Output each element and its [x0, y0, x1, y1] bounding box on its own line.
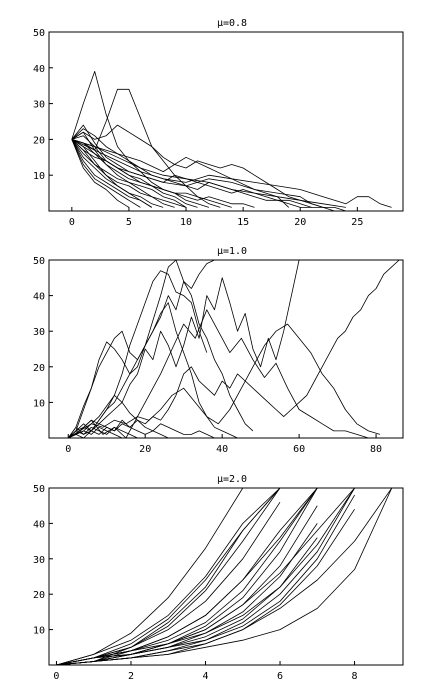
series-line-17: [56, 487, 318, 666]
y-tick-label: 40: [33, 64, 45, 75]
x-tick-label: 15: [237, 217, 249, 228]
x-tick-label: 25: [351, 217, 363, 228]
y-tick-label: 10: [33, 171, 45, 182]
series-line-14: [56, 523, 318, 666]
y-tick-label: 50: [33, 484, 45, 495]
series-line-12: [67, 323, 381, 439]
series-line-12: [56, 487, 281, 666]
y-tick-label: 40: [33, 292, 45, 303]
y-axis: 10 20 30 40 50: [33, 28, 53, 182]
series-line-16: [71, 128, 312, 208]
series-line-18: [71, 139, 346, 208]
plot-frame: [48, 31, 404, 212]
x-tick-label: 0: [69, 217, 75, 228]
series-line-4: [56, 487, 393, 666]
y-tick-label: 20: [33, 135, 45, 146]
x-tick-label: 10: [180, 217, 192, 228]
panel-mu-2-0: μ=2.0 0 2 4 6 8 10 20 30 40 50: [33, 474, 404, 682]
x-tick-label: 0: [65, 444, 71, 455]
series-line-2: [71, 88, 221, 208]
y-axis: 10 20 30 40 50: [33, 484, 53, 637]
plot-frame: [48, 259, 404, 439]
series-line-10: [71, 139, 175, 208]
y-tick-label: 30: [33, 100, 45, 111]
traces: [67, 259, 400, 439]
series-line-10: [67, 426, 146, 439]
y-tick-label: 10: [33, 398, 45, 409]
series-line-4: [68, 270, 208, 439]
y-tick-label: 30: [33, 555, 45, 566]
series-line-11: [68, 426, 130, 439]
series-line-19: [56, 494, 355, 666]
series-line-18: [56, 487, 281, 666]
traces: [56, 487, 393, 666]
series-line-4: [71, 139, 392, 208]
x-axis: 0 2 4 6 8: [53, 661, 358, 682]
y-tick-label: 50: [33, 256, 45, 267]
y-tick-label: 30: [33, 327, 45, 338]
series-line-6: [68, 280, 254, 439]
series-line-1: [56, 487, 281, 666]
panel-mu-0-8: μ=0.8 0 5 10 15 20 25 10 20 30 40 50: [33, 18, 404, 228]
y-tick-label: 50: [33, 28, 45, 39]
y-axis: 10 20 30 40 50: [33, 256, 53, 409]
series-line-3: [56, 487, 393, 666]
series-line-20: [56, 537, 318, 666]
x-tick-label: 0: [53, 671, 59, 682]
series-line-17: [71, 124, 335, 212]
panel-title: μ=0.8: [217, 18, 247, 29]
series-line-2: [67, 309, 369, 439]
x-axis: 0 5 10 15 20 25: [69, 207, 363, 228]
series-line-15: [71, 139, 255, 208]
series-line-10: [56, 487, 281, 666]
x-tick-label: 5: [126, 217, 132, 228]
series-line-8: [71, 139, 153, 208]
series-line-7: [71, 139, 187, 208]
panel-title: μ=1.0: [217, 246, 247, 257]
panel-title: μ=2.0: [217, 474, 247, 485]
series-line-11: [71, 139, 141, 208]
series-line-13: [56, 505, 318, 666]
series-line-13: [71, 139, 153, 208]
y-tick-label: 20: [33, 363, 45, 374]
x-tick-label: 6: [277, 671, 283, 682]
series-line-9: [67, 419, 176, 439]
x-tick-label: 2: [128, 671, 134, 682]
series-line-1: [67, 302, 238, 439]
series-line-14: [71, 135, 198, 208]
y-tick-label: 40: [33, 519, 45, 530]
traces: [71, 71, 392, 212]
panel-mu-1-0: μ=1.0 0 20 40 60 80 10 20 30 40 50: [33, 246, 404, 455]
x-tick-label: 40: [216, 444, 228, 455]
plot-frame: [48, 487, 404, 666]
series-line-5: [67, 259, 215, 439]
series-line-8: [67, 401, 223, 439]
x-tick-label: 8: [352, 671, 358, 682]
series-line-5: [71, 139, 324, 208]
x-tick-label: 20: [139, 444, 151, 455]
x-tick-label: 80: [370, 444, 382, 455]
y-tick-label: 20: [33, 590, 45, 601]
series-line-16: [56, 508, 355, 666]
x-axis: 0 20 40 60 80: [65, 434, 382, 455]
series-line-19: [71, 131, 187, 208]
x-tick-label: 4: [202, 671, 208, 682]
y-tick-label: 10: [33, 626, 45, 637]
series-line-20: [71, 139, 232, 208]
x-tick-label: 20: [294, 217, 306, 228]
series-line-12: [71, 139, 130, 208]
series-line-7: [68, 259, 400, 439]
x-tick-label: 60: [293, 444, 305, 455]
